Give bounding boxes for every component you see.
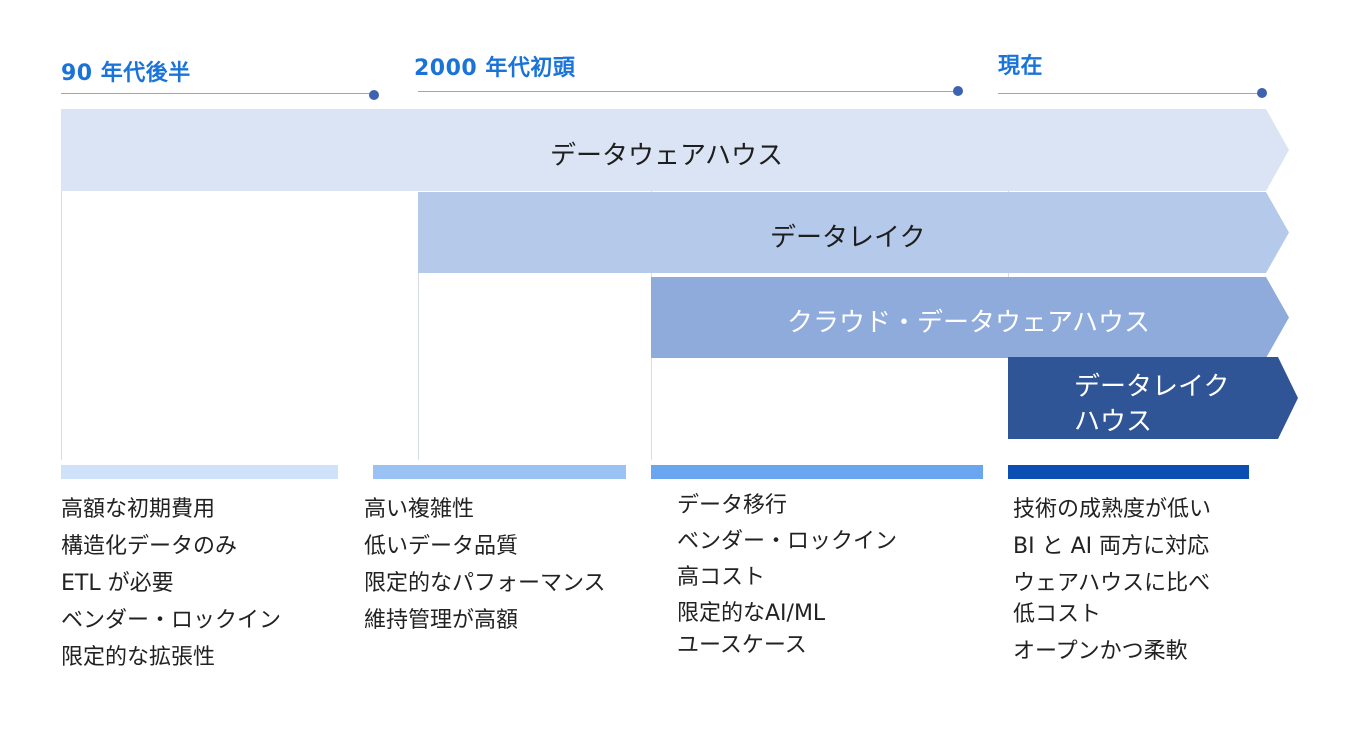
list-item: ウェアハウスに比べ 低コスト (1013, 571, 1211, 627)
arrow-body (61, 109, 1289, 191)
guide-line (61, 190, 62, 460)
list-item: 技術の成熟度が低い (1013, 497, 1212, 522)
list-item: 高額な初期費用 (61, 497, 216, 522)
list-item: ベンダー・ロックイン (677, 529, 898, 554)
arrow-body (651, 277, 1289, 358)
era-bar-cloud (651, 465, 983, 479)
arrow-data-warehouse: データウェアハウス (61, 109, 1289, 191)
arrow-label-cloud-data-warehouse: クラウド・データウェアハウス (787, 308, 1150, 338)
timeline-line-2000s (418, 91, 958, 92)
arrow-shape (61, 109, 1289, 191)
list-item: 維持管理が高額 (364, 608, 519, 633)
list-item: 高コスト (677, 565, 766, 590)
arrow-data-lake: データレイク (418, 192, 1289, 273)
list-item: オープンかつ柔軟 (1013, 639, 1188, 664)
timeline-dot-2000s (953, 86, 963, 96)
list-item: 限定的なパフォーマンス (364, 571, 606, 596)
timeline-line-90s (61, 93, 373, 94)
guide-line (418, 270, 419, 460)
list-item: 限定的なAI/ML ユースケース (677, 601, 826, 658)
guide-line (1008, 190, 1009, 360)
arrow-label-data-lakehouse-line2: ハウス (1074, 407, 1153, 437)
timeline-dot-now (1257, 88, 1267, 98)
issues-list-data-lake: 高い複雑性 低いデータ品質 限定的なパフォーマンス 維持管理が高額 (364, 491, 606, 639)
arrow-label-data-lake: データレイク (770, 223, 926, 253)
arrow-shape (651, 277, 1289, 358)
issues-list-data-warehouse: 高額な初期費用 構造化データのみ ETL が必要 ベンダー・ロックイン 限定的な… (61, 491, 281, 676)
benefits-list-data-lakehouse: 技術の成熟度が低い BI と AI 両方に対応 ウェアハウスに比べ 低コスト オ… (1013, 491, 1211, 670)
list-item: 低いデータ品質 (364, 534, 519, 559)
timeline-line-now (998, 93, 1263, 94)
arrow-shape (1008, 357, 1298, 439)
arrow-shape (418, 192, 1289, 273)
arrow-data-lakehouse: データレイク ハウス (1008, 357, 1298, 439)
arrow-cloud-data-warehouse: クラウド・データウェアハウス (651, 277, 1289, 358)
era-bar-90s (61, 465, 338, 479)
list-item: 限定的な拡張性 (61, 645, 216, 670)
list-item: 高い複雑性 (364, 497, 475, 522)
list-item: BI と AI 両方に対応 (1013, 534, 1210, 559)
timeline-dot-90s (369, 90, 379, 100)
arrow-body (1008, 357, 1298, 439)
list-item: ETL が必要 (61, 571, 174, 596)
arrow-label-data-lakehouse-line1: データレイク (1074, 372, 1230, 402)
arrow-body (418, 192, 1289, 273)
list-item: 構造化データのみ (61, 534, 238, 559)
era-label-2000s: 2000 年代初頭 (414, 56, 576, 81)
list-item: ベンダー・ロックイン (61, 608, 282, 633)
era-label-90s: 90 年代後半 (61, 61, 191, 86)
era-bar-now (1008, 465, 1249, 479)
list-item: データ移行 (677, 493, 788, 518)
issues-list-cloud-data-warehouse: データ移行 ベンダー・ロックイン 高コスト 限定的なAI/ML ユースケース (677, 488, 897, 662)
arrow-label-data-warehouse: データウェアハウス (550, 141, 783, 171)
era-label-now: 現在 (998, 54, 1044, 79)
era-bar-2000s (373, 465, 626, 479)
